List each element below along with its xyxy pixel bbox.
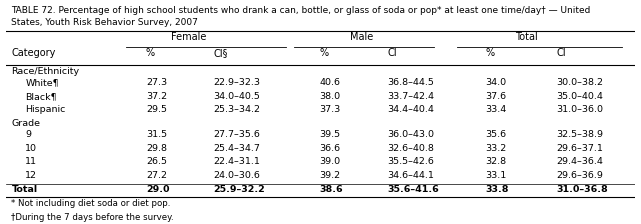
Text: 29.4–36.4: 29.4–36.4 [556, 157, 604, 166]
Text: Male: Male [350, 32, 373, 42]
Text: States, Youth Risk Behavior Survey, 2007: States, Youth Risk Behavior Survey, 2007 [12, 18, 198, 27]
Text: * Not including diet soda or diet pop.: * Not including diet soda or diet pop. [12, 199, 171, 208]
Text: 10: 10 [25, 144, 37, 153]
Text: 26.5: 26.5 [146, 157, 167, 166]
Text: 38.6: 38.6 [319, 185, 343, 194]
Text: Total: Total [515, 32, 538, 42]
Text: 37.3: 37.3 [319, 105, 340, 114]
Text: 37.6: 37.6 [485, 92, 506, 101]
Text: 35.6–41.6: 35.6–41.6 [387, 185, 439, 194]
Text: 33.2: 33.2 [485, 144, 506, 153]
Text: 31.0–36.0: 31.0–36.0 [556, 105, 604, 114]
Text: 39.5: 39.5 [319, 130, 340, 139]
Text: 40.6: 40.6 [319, 78, 340, 87]
Text: 34.4–40.4: 34.4–40.4 [387, 105, 434, 114]
Text: 36.8–44.5: 36.8–44.5 [387, 78, 434, 87]
Text: 39.2: 39.2 [319, 171, 340, 180]
Text: Category: Category [12, 48, 56, 58]
Text: 27.7–35.6: 27.7–35.6 [213, 130, 261, 139]
Text: 25.9–32.2: 25.9–32.2 [213, 185, 265, 194]
Text: CI: CI [556, 48, 566, 58]
Text: Total: Total [12, 185, 38, 194]
Text: %: % [319, 48, 328, 58]
Text: 31.0–36.8: 31.0–36.8 [556, 185, 608, 194]
Text: 27.2: 27.2 [146, 171, 167, 180]
Text: 29.5: 29.5 [146, 105, 167, 114]
Text: 34.0: 34.0 [485, 78, 506, 87]
Text: †During the 7 days before the survey.: †During the 7 days before the survey. [12, 213, 174, 222]
Text: 33.1: 33.1 [485, 171, 506, 180]
Text: 29.0: 29.0 [146, 185, 169, 194]
Text: %: % [485, 48, 494, 58]
Text: 25.3–34.2: 25.3–34.2 [213, 105, 261, 114]
Text: CI: CI [387, 48, 397, 58]
Text: TABLE 72. Percentage of high school students who drank a can, bottle, or glass o: TABLE 72. Percentage of high school stud… [12, 6, 591, 15]
Text: 30.0–38.2: 30.0–38.2 [556, 78, 604, 87]
Text: 32.8: 32.8 [485, 157, 506, 166]
Text: Hispanic: Hispanic [25, 105, 65, 114]
Text: 25.4–34.7: 25.4–34.7 [213, 144, 261, 153]
Text: CI§: CI§ [213, 48, 228, 58]
Text: 29.8: 29.8 [146, 144, 167, 153]
Text: Grade: Grade [12, 119, 40, 128]
Text: 38.0: 38.0 [319, 92, 340, 101]
Text: %: % [146, 48, 155, 58]
Text: White¶: White¶ [25, 78, 59, 87]
Text: Female: Female [171, 32, 206, 42]
Text: 39.0: 39.0 [319, 157, 340, 166]
Text: 32.6–40.8: 32.6–40.8 [387, 144, 434, 153]
Text: 29.6–36.9: 29.6–36.9 [556, 171, 604, 180]
Text: 33.7–42.4: 33.7–42.4 [387, 92, 434, 101]
Text: 34.6–44.1: 34.6–44.1 [387, 171, 434, 180]
Text: 36.0–43.0: 36.0–43.0 [387, 130, 434, 139]
Text: 35.6: 35.6 [485, 130, 506, 139]
Text: 24.0–30.6: 24.0–30.6 [213, 171, 261, 180]
Text: 33.8: 33.8 [485, 185, 508, 194]
Text: 11: 11 [25, 157, 37, 166]
Text: 34.0–40.5: 34.0–40.5 [213, 92, 261, 101]
Text: 36.6: 36.6 [319, 144, 340, 153]
Text: 29.6–37.1: 29.6–37.1 [556, 144, 604, 153]
Text: Black¶: Black¶ [25, 92, 57, 101]
Text: Race/Ethnicity: Race/Ethnicity [12, 67, 79, 76]
Text: 32.5–38.9: 32.5–38.9 [556, 130, 604, 139]
Text: 35.0–40.4: 35.0–40.4 [556, 92, 604, 101]
Text: 27.3: 27.3 [146, 78, 167, 87]
Text: 31.5: 31.5 [146, 130, 167, 139]
Text: 22.4–31.1: 22.4–31.1 [213, 157, 261, 166]
Text: 12: 12 [25, 171, 37, 180]
Text: 9: 9 [25, 130, 31, 139]
Text: 22.9–32.3: 22.9–32.3 [213, 78, 261, 87]
Text: 33.4: 33.4 [485, 105, 506, 114]
Text: 37.2: 37.2 [146, 92, 167, 101]
Text: 35.5–42.6: 35.5–42.6 [387, 157, 434, 166]
